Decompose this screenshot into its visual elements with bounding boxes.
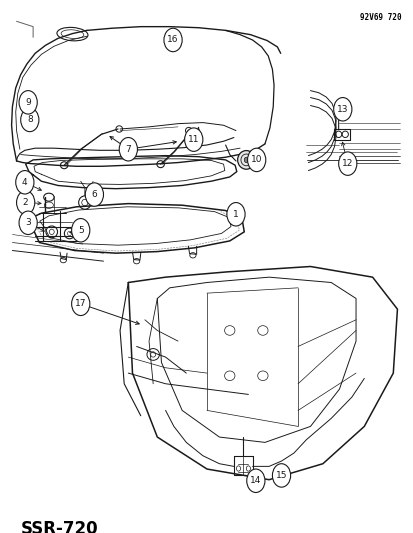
- Text: 17: 17: [75, 300, 86, 308]
- Ellipse shape: [237, 151, 254, 169]
- Circle shape: [19, 211, 37, 235]
- Circle shape: [333, 98, 351, 121]
- Text: 16: 16: [167, 36, 178, 44]
- Text: 14: 14: [249, 477, 261, 485]
- Text: 3: 3: [25, 219, 31, 227]
- Ellipse shape: [244, 157, 248, 163]
- Circle shape: [226, 203, 244, 226]
- Text: 9: 9: [25, 98, 31, 107]
- Text: 12: 12: [341, 159, 353, 168]
- Text: 92V69 720: 92V69 720: [359, 13, 401, 22]
- Circle shape: [247, 148, 265, 172]
- Circle shape: [184, 128, 202, 151]
- Text: 2: 2: [23, 198, 28, 207]
- Text: 10: 10: [250, 156, 262, 164]
- Circle shape: [17, 191, 35, 214]
- Circle shape: [338, 152, 356, 175]
- Text: 4: 4: [22, 178, 28, 187]
- Text: 6: 6: [91, 190, 97, 199]
- Text: 11: 11: [188, 135, 199, 144]
- Circle shape: [119, 138, 137, 161]
- Text: 13: 13: [336, 105, 348, 114]
- Circle shape: [21, 108, 39, 132]
- Circle shape: [16, 171, 34, 194]
- Text: SSR-720: SSR-720: [21, 520, 98, 533]
- Text: 1: 1: [233, 210, 238, 219]
- Text: 5: 5: [332, 134, 335, 140]
- Circle shape: [71, 292, 90, 316]
- Circle shape: [164, 28, 182, 52]
- Circle shape: [71, 219, 90, 242]
- Circle shape: [272, 464, 290, 487]
- Circle shape: [85, 183, 103, 206]
- Text: 7: 7: [125, 145, 131, 154]
- Text: 8: 8: [27, 116, 33, 124]
- Circle shape: [19, 91, 37, 114]
- Text: 15: 15: [275, 471, 287, 480]
- Circle shape: [246, 469, 264, 492]
- Text: 5: 5: [78, 226, 83, 235]
